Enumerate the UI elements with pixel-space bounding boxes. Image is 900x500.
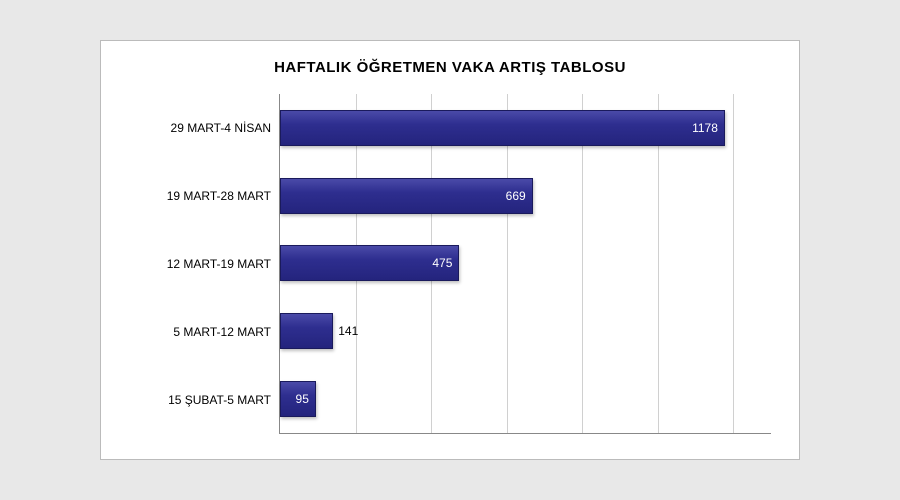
bar-value: 669	[506, 189, 526, 203]
y-label: 29 MART-4 NİSAN	[129, 118, 271, 138]
bar-row: 669	[280, 177, 771, 215]
bar: 141	[280, 313, 333, 349]
bar: 95	[280, 381, 316, 417]
y-label: 12 MART-19 MART	[129, 254, 271, 274]
chart-frame: HAFTALIK ÖĞRETMEN VAKA ARTIŞ TABLOSU 29 …	[100, 40, 800, 460]
bar-row: 95	[280, 380, 771, 418]
y-label: 5 MART-12 MART	[129, 322, 271, 342]
y-label: 19 MART-28 MART	[129, 186, 271, 206]
y-label: 15 ŞUBAT-5 MART	[129, 390, 271, 410]
bar-value: 1178	[692, 121, 718, 135]
bars-stack: 1178 669 475 141	[280, 94, 771, 433]
bar-row: 1178	[280, 109, 771, 147]
bars-region: 1178 669 475 141	[279, 94, 771, 434]
chart-title: HAFTALIK ÖĞRETMEN VAKA ARTIŞ TABLOSU	[129, 59, 771, 76]
plot-area: 29 MART-4 NİSAN 19 MART-28 MART 12 MART-…	[129, 94, 771, 434]
bar: 1178	[280, 110, 725, 146]
bar-value: 95	[296, 392, 309, 406]
bar: 475	[280, 245, 459, 281]
bar-value: 475	[432, 256, 452, 270]
bar-row: 141	[280, 312, 771, 350]
bar-value: 141	[338, 324, 358, 338]
bar: 669	[280, 178, 533, 214]
bar-row: 475	[280, 244, 771, 282]
y-axis-labels: 29 MART-4 NİSAN 19 MART-28 MART 12 MART-…	[129, 94, 279, 434]
